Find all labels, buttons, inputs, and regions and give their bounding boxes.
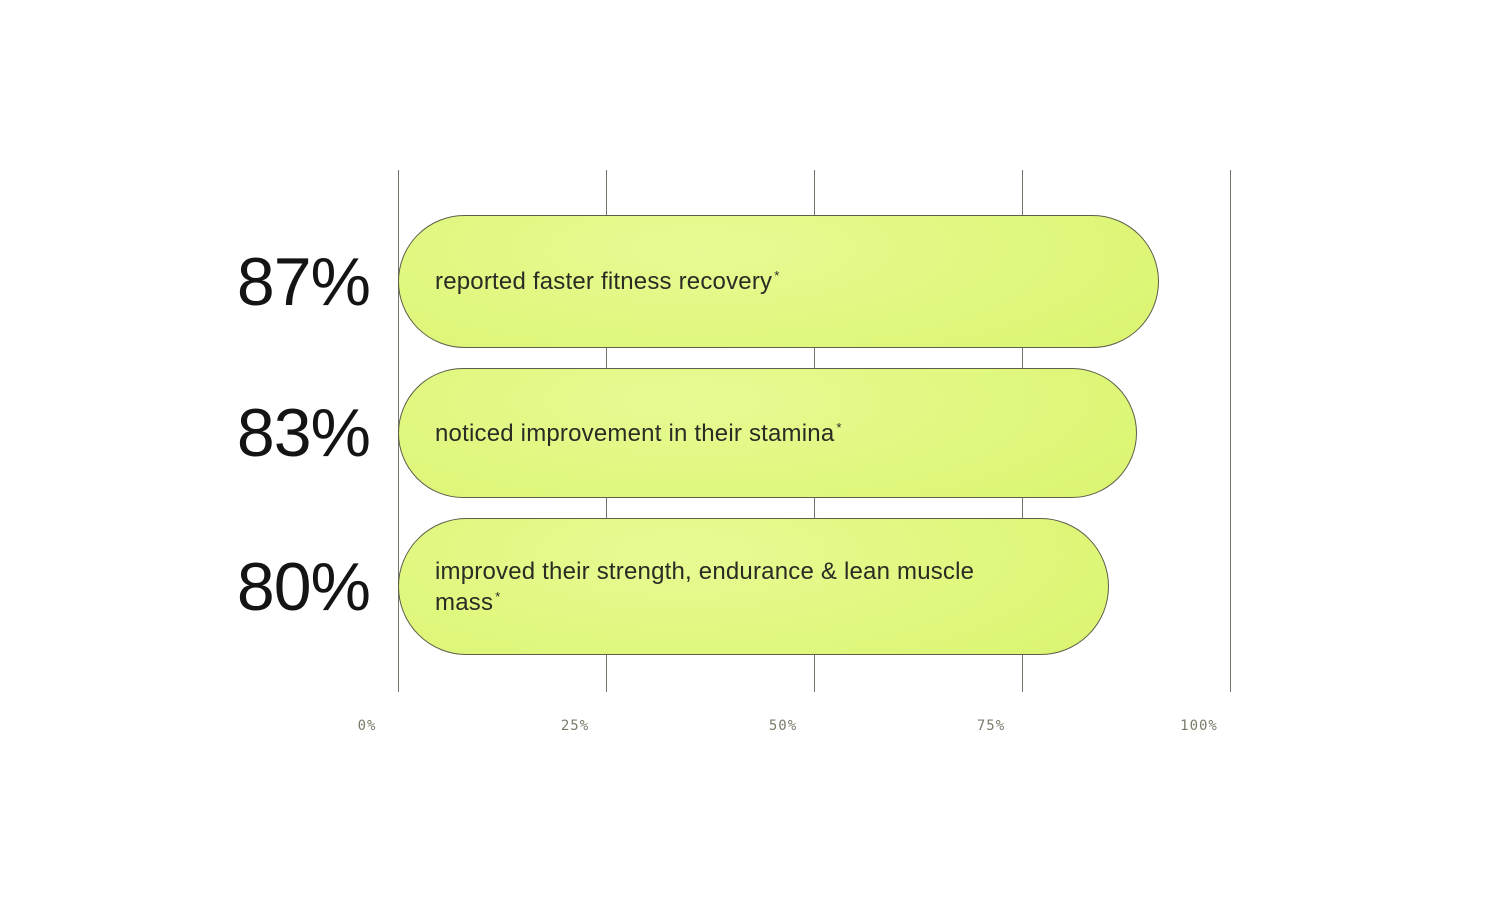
footnote-asterisk: * xyxy=(836,419,842,435)
x-axis-tick-25: 25% xyxy=(560,718,590,734)
percent-label-strength: 80% xyxy=(236,548,371,625)
bar-description-text: noticed improvement in their stamina xyxy=(435,419,835,447)
bar-description-text: improved their strength, endurance & lea… xyxy=(435,557,975,616)
bar-row-strength: 80% improved their strength, endurance &… xyxy=(237,518,1230,655)
bar-row-recovery: 87% reported faster fitness recovery * xyxy=(237,215,1230,348)
x-axis-tick-0: 0% xyxy=(357,718,377,734)
bar-description-recovery: reported faster fitness recovery * xyxy=(399,266,780,297)
footnote-asterisk: * xyxy=(774,268,780,283)
x-axis-tick-100: 100% xyxy=(1180,718,1218,734)
gridline-100pct xyxy=(1230,170,1231,692)
footnote-asterisk: * xyxy=(495,588,501,604)
x-axis-tick-75: 75% xyxy=(976,718,1006,734)
bar-strength: improved their strength, endurance & lea… xyxy=(398,518,1110,655)
percent-label-stamina: 83% xyxy=(236,395,371,471)
bar-description-stamina: noticed improvement in their stamina * xyxy=(399,418,842,449)
bar-description-text: reported faster fitness recovery xyxy=(435,268,773,295)
percent-label-recovery: 87% xyxy=(236,243,371,320)
chart-plot-area: 87% reported faster fitness recovery * 83… xyxy=(237,170,1231,734)
x-axis-tick-50: 50% xyxy=(768,718,798,734)
bar-row-stamina: 83% noticed improvement in their stamina… xyxy=(237,368,1230,498)
bar-stamina: noticed improvement in their stamina * xyxy=(398,368,1137,498)
bar-recovery: reported faster fitness recovery * xyxy=(398,215,1160,348)
bar-description-strength: improved their strength, endurance & lea… xyxy=(399,556,1010,618)
